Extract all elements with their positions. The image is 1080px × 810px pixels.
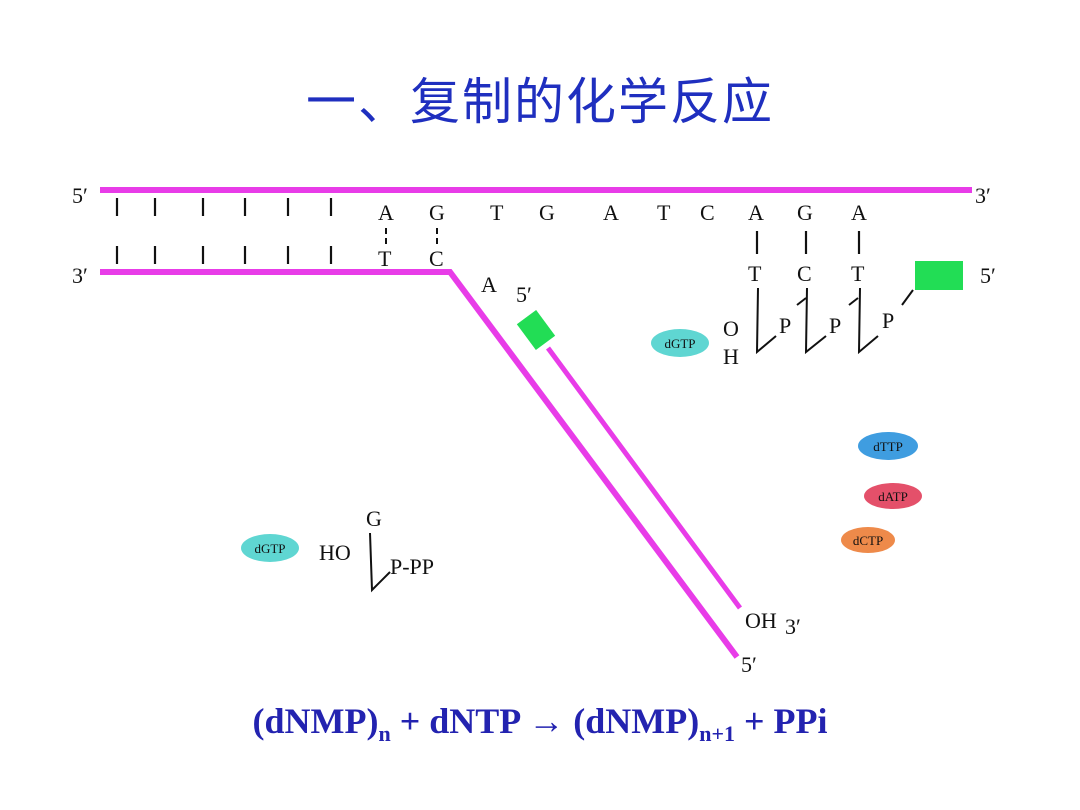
lagging-primer xyxy=(516,310,556,350)
label-mid-left-3prime: 3′ xyxy=(72,263,88,288)
label-oh: OH xyxy=(745,608,777,633)
free-ho: HO xyxy=(319,540,351,565)
eq-sub1: n xyxy=(378,721,391,746)
paired-base-right: C xyxy=(797,261,812,286)
top-base: T xyxy=(657,200,671,225)
top-base: A xyxy=(603,200,619,225)
free-nucleotide-backbone xyxy=(369,532,391,593)
top-base: G xyxy=(429,200,445,225)
phosphate: P xyxy=(829,313,841,338)
template-bases: A G T G A T C A G A xyxy=(378,200,867,225)
paired-base-right: T xyxy=(748,261,762,286)
lagging-strand xyxy=(545,346,743,610)
template-strand-lower xyxy=(100,269,740,659)
eq-part2: + dNTP → (dNMP) xyxy=(390,701,700,741)
eq-part3: + PPi xyxy=(735,701,828,741)
pairing-ticks-right xyxy=(755,231,861,254)
pill-label: dTTP xyxy=(873,439,903,454)
label-bottom-5prime: 5′ xyxy=(741,652,757,677)
label-lagging-a: A xyxy=(481,272,497,297)
nascent-h: H xyxy=(723,344,739,369)
paired-base-left: T xyxy=(378,246,392,271)
pairing-ticks-left xyxy=(385,228,438,244)
free-nucleotide: G HO P-PP xyxy=(319,506,434,593)
nascent-o: O xyxy=(723,316,739,341)
top-base: A xyxy=(851,200,867,225)
top-base: A xyxy=(378,200,394,225)
top-base: G xyxy=(539,200,555,225)
dntp-pills: dGTP dGTP dTTP dATP dCTP xyxy=(241,329,922,562)
eq-sub2: n+1 xyxy=(699,721,735,746)
top-base: A xyxy=(748,200,764,225)
reaction-equation: (dNMP)n + dNTP → (dNMP)n+1 + PPi xyxy=(0,700,1080,747)
top-base: C xyxy=(700,200,715,225)
pill-label: dATP xyxy=(878,489,908,504)
slide-title: 一、复制的化学反应 xyxy=(306,73,774,131)
nascent-backbone xyxy=(755,287,914,355)
paired-base-left: C xyxy=(429,246,444,271)
leading-primer xyxy=(915,261,963,290)
eq-part1: (dNMP) xyxy=(252,701,379,741)
pill-dctp xyxy=(841,527,895,553)
pill-label: dCTP xyxy=(853,533,883,548)
top-base: G xyxy=(797,200,813,225)
pill-datp xyxy=(864,483,922,509)
label-primer-5prime: 5′ xyxy=(516,282,532,307)
label-oh-3prime: 3′ xyxy=(785,614,801,639)
free-p-pp: P-PP xyxy=(390,554,434,579)
phosphate: P xyxy=(882,308,894,333)
free-base-g: G xyxy=(366,506,382,531)
top-base: T xyxy=(490,200,504,225)
unlabeled-base-pairs xyxy=(115,198,333,264)
pill-label: dGTP xyxy=(664,336,695,351)
label-top-right-3prime: 3′ xyxy=(975,183,991,208)
pill-dgtp-upper xyxy=(651,329,709,357)
phosphate: P xyxy=(779,313,791,338)
pill-dgtp-lower xyxy=(241,534,299,562)
label-top-left-5prime: 5′ xyxy=(72,183,88,208)
label-mid-right-5prime: 5′ xyxy=(980,263,996,288)
paired-base-right: T xyxy=(851,261,865,286)
pill-dttp xyxy=(858,432,918,460)
pill-label: dGTP xyxy=(254,541,285,556)
